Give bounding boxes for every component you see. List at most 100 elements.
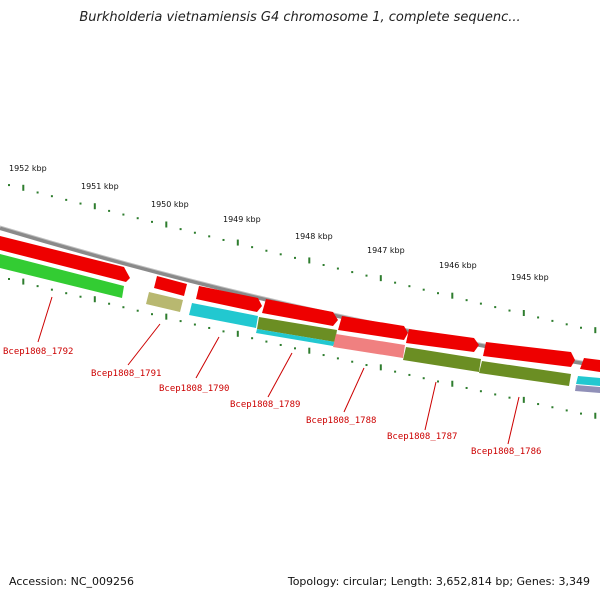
ruler-tick	[422, 377, 425, 380]
ruler-tick	[394, 370, 397, 373]
gene-label: Bcep1808_1792	[3, 347, 73, 357]
gene-bar	[403, 347, 481, 372]
ruler-tick	[365, 274, 368, 277]
ruler-tick	[451, 292, 454, 299]
ruler-tick	[437, 380, 439, 383]
ruler-tick	[451, 380, 454, 387]
ruler-tick	[551, 406, 554, 409]
ruler-tick	[565, 409, 568, 412]
gene-bar	[146, 292, 183, 312]
kbp-label: 1946 kbp	[439, 261, 477, 270]
ruler-tick	[522, 396, 525, 403]
gene-arrow	[483, 342, 575, 367]
gene-arrow	[338, 316, 408, 340]
gene-label: Bcep1808_1789	[230, 400, 300, 410]
ruler-tick	[50, 288, 53, 291]
ruler-tick	[208, 326, 211, 329]
ruler-tick	[193, 231, 196, 234]
ruler-tick	[122, 306, 125, 309]
ruler-tick	[79, 202, 82, 205]
ruler-tick	[36, 191, 39, 194]
kbp-label: 1951 kbp	[81, 182, 119, 191]
ruler-tick	[537, 403, 540, 406]
ruler-tick	[394, 281, 397, 284]
ruler-tick	[22, 184, 25, 191]
ruler-tick	[479, 302, 482, 305]
ruler-tick	[379, 275, 382, 282]
ruler-tick	[151, 220, 153, 223]
ruler-tick	[322, 354, 325, 357]
ruler-tick	[408, 373, 411, 376]
ruler-tick	[580, 326, 582, 329]
gene-label: Bcep1808_1786	[471, 447, 541, 457]
ruler-tick	[193, 323, 196, 326]
gene-arrow	[406, 329, 479, 352]
ruler-tick	[336, 357, 339, 360]
ruler-tick	[379, 364, 382, 371]
gene-bar	[189, 303, 258, 328]
ruler-tick	[36, 285, 39, 288]
gene-arrow	[262, 299, 338, 326]
ruler-tick	[479, 390, 482, 393]
kbp-label: 1945 kbp	[511, 273, 549, 282]
reverse-genes	[0, 254, 600, 393]
gene-bar	[256, 329, 335, 346]
kbp-label: 1948 kbp	[295, 232, 333, 241]
gene-bar	[257, 317, 337, 342]
ruler-tick	[308, 347, 311, 354]
label-leaders	[37, 296, 520, 445]
ruler-tick	[522, 310, 525, 317]
ruler-tick	[151, 313, 153, 316]
ruler-tick	[437, 292, 439, 295]
ruler-tick	[279, 253, 282, 256]
ruler-tick	[65, 198, 68, 201]
gene-bar	[575, 385, 600, 393]
ruler-tick	[336, 267, 339, 270]
ruler-tick	[537, 316, 540, 319]
ruler-tick	[365, 364, 368, 367]
ruler-tick	[565, 323, 568, 326]
ruler-tick	[594, 327, 597, 334]
ruler-tick	[136, 217, 139, 220]
ruler-tick	[551, 319, 554, 322]
gene-bar	[479, 361, 571, 386]
ruler-tick	[251, 337, 254, 340]
ruler-tick	[222, 330, 225, 333]
forward-genes	[0, 236, 600, 372]
gene-label: Bcep1808_1787	[387, 432, 457, 442]
topology-info: Topology: circular; Length: 3,652,814 bp…	[287, 575, 590, 588]
ruler-tick	[165, 221, 168, 228]
gene-arrow	[580, 358, 600, 372]
ruler-tick	[79, 295, 82, 298]
inner-ruler	[8, 277, 597, 419]
ruler-tick	[465, 386, 468, 389]
gene-label: Bcep1808_1788	[306, 416, 376, 426]
gene-arrow	[196, 286, 262, 312]
ruler-tick	[265, 340, 268, 343]
kbp-label: 1949 kbp	[223, 215, 261, 224]
ruler-tick	[8, 277, 10, 280]
ruler-tick	[494, 393, 497, 396]
ruler-tick	[236, 330, 239, 337]
ruler-tick	[265, 249, 268, 252]
ruler-tick	[108, 302, 111, 305]
gene-bar	[333, 334, 405, 358]
ruler-tick	[8, 184, 10, 187]
ruler-tick	[308, 257, 311, 264]
ruler-tick	[294, 347, 296, 350]
ruler-tick	[580, 412, 582, 415]
ruler-tick	[322, 264, 325, 267]
gene-label: Bcep1808_1791	[91, 369, 161, 379]
ruler-tick	[594, 412, 597, 419]
ruler-tick	[222, 238, 225, 241]
ruler-tick	[508, 396, 511, 399]
ruler-tick	[279, 343, 282, 346]
kbp-label: 1952 kbp	[9, 164, 47, 173]
ruler-tick	[422, 288, 425, 291]
ruler-tick	[179, 228, 182, 231]
map-title: Burkholderia vietnamiensis G4 chromosome…	[79, 10, 521, 25]
ruler-tick	[108, 209, 111, 212]
ruler-tick	[165, 313, 168, 320]
ruler-tick	[208, 235, 211, 238]
